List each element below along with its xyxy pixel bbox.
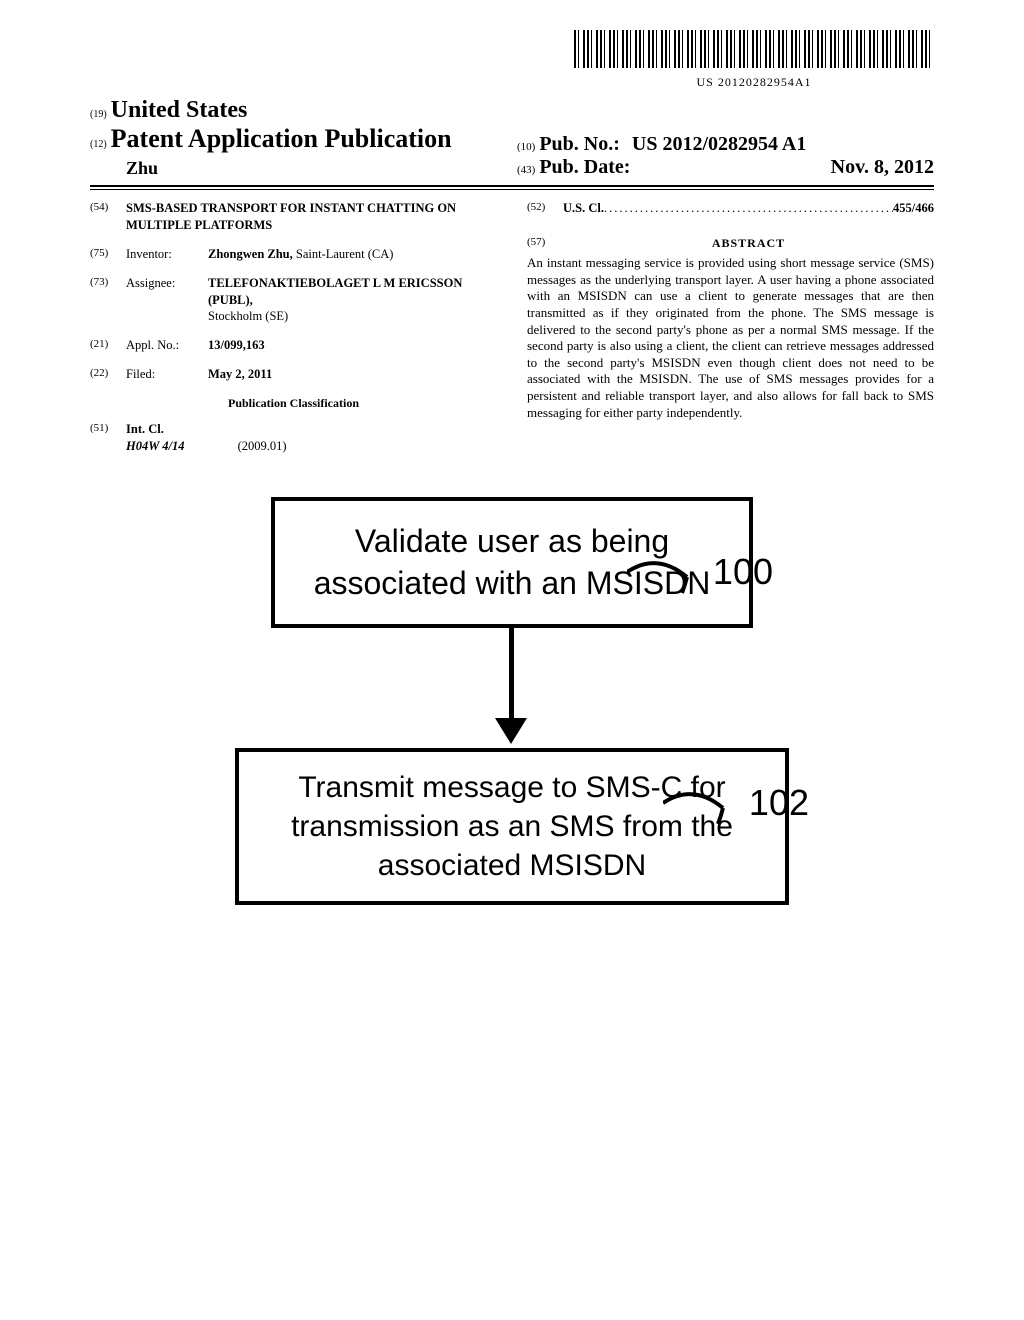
field-filed: (22) Filed: May 2, 2011 xyxy=(90,366,497,383)
abstract-block: (57) ABSTRACT An instant messaging servi… xyxy=(527,235,934,421)
inventor-label: Inventor: xyxy=(126,246,208,263)
callout-connector-icon xyxy=(627,547,707,597)
code-57: (57) xyxy=(527,235,563,255)
callout-100: 100 xyxy=(627,547,773,597)
divider-thin xyxy=(90,189,934,190)
intcl-block: Int. Cl. H04W 4/14 (2009.01) xyxy=(126,421,497,455)
abstract-heading: ABSTRACT xyxy=(563,235,934,251)
uscl-line: U.S. Cl. ...............................… xyxy=(563,200,934,217)
uscl-dots: ........................................… xyxy=(604,200,893,217)
uscl-value: 455/466 xyxy=(893,200,934,217)
code-19: (19) xyxy=(90,109,107,120)
filed-label: Filed: xyxy=(126,366,208,383)
inventor-loc: Saint-Laurent (CA) xyxy=(296,247,394,261)
applno-value: 13/099,163 xyxy=(208,337,497,354)
field-uscl: (52) U.S. Cl. ..........................… xyxy=(527,200,934,217)
field-title: (54) SMS-BASED TRANSPORT FOR INSTANT CHA… xyxy=(90,200,497,234)
code-10: (10) xyxy=(517,141,535,153)
code-51: (51) xyxy=(90,421,126,455)
field-applno: (21) Appl. No.: 13/099,163 xyxy=(90,337,497,354)
barcode-region: US 20120282954A1 xyxy=(90,30,934,91)
intcl-date: (2009.01) xyxy=(238,439,287,453)
applno-label: Appl. No.: xyxy=(126,337,208,354)
code-21: (21) xyxy=(90,337,126,354)
code-12: (12) xyxy=(90,139,107,150)
filed-value: May 2, 2011 xyxy=(208,366,497,383)
field-intcl: (51) Int. Cl. H04W 4/14 (2009.01) xyxy=(90,421,497,455)
intcl-label: Int. Cl. xyxy=(126,422,164,436)
inventor-value: Zhongwen Zhu, Saint-Laurent (CA) xyxy=(208,246,497,263)
field-inventor: (75) Inventor: Zhongwen Zhu, Saint-Laure… xyxy=(90,246,497,263)
field-assignee: (73) Assignee: TELEFONAKTIEBOLAGET L M E… xyxy=(90,275,497,326)
patent-page: US 20120282954A1 (19) United States (12)… xyxy=(0,0,1024,945)
code-73: (73) xyxy=(90,275,126,326)
invention-title: SMS-BASED TRANSPORT FOR INSTANT CHATTING… xyxy=(126,200,497,234)
header-right: (10) Pub. No.: US 2012/0282954 A1 (43) P… xyxy=(507,133,934,179)
flowchart: Validate user as being associated with a… xyxy=(90,497,934,905)
intcl-code: H04W 4/14 xyxy=(126,439,184,453)
callout-label-102: 102 xyxy=(749,782,809,824)
abstract-text: An instant messaging service is provided… xyxy=(527,255,934,421)
arrow-line xyxy=(509,628,514,723)
assignee-label: Assignee: xyxy=(126,275,208,326)
header-row: (19) United States (12) Patent Applicati… xyxy=(90,97,934,179)
divider-thick xyxy=(90,185,934,187)
pub-classification-head: Publication Classification xyxy=(90,395,497,411)
assignee-value: TELEFONAKTIEBOLAGET L M ERICSSON (PUBL),… xyxy=(208,275,497,326)
arrow-head-icon xyxy=(495,718,527,744)
barcode-number: US 20120282954A1 xyxy=(574,75,934,90)
callout-102: 102 xyxy=(663,778,809,828)
assignee-loc: Stockholm (SE) xyxy=(208,309,288,323)
inventor-name: Zhongwen Zhu, xyxy=(208,247,293,261)
pub-type: Patent Application Publication xyxy=(111,124,452,153)
code-22: (22) xyxy=(90,366,126,383)
biblio-columns: (54) SMS-BASED TRANSPORT FOR INSTANT CHA… xyxy=(90,200,934,457)
left-column: (54) SMS-BASED TRANSPORT FOR INSTANT CHA… xyxy=(90,200,497,457)
right-column: (52) U.S. Cl. ..........................… xyxy=(527,200,934,457)
uscl-label: U.S. Cl. xyxy=(563,200,604,217)
pubno: US 2012/0282954 A1 xyxy=(632,133,806,155)
pubdate: Nov. 8, 2012 xyxy=(831,156,934,179)
code-43: (43) xyxy=(517,164,535,176)
author-surname: Zhu xyxy=(126,158,158,179)
header-left: (19) United States (12) Patent Applicati… xyxy=(90,97,507,179)
callout-label-100: 100 xyxy=(713,551,773,593)
code-54: (54) xyxy=(90,200,126,234)
code-75: (75) xyxy=(90,246,126,263)
pubno-label: Pub. No.: xyxy=(539,133,620,155)
callout-connector-icon xyxy=(663,778,743,828)
flow-arrow xyxy=(507,628,517,748)
assignee-name: TELEFONAKTIEBOLAGET L M ERICSSON (PUBL), xyxy=(208,276,462,307)
country: United States xyxy=(111,97,248,123)
barcode-graphic xyxy=(574,30,934,68)
code-52: (52) xyxy=(527,200,563,217)
pubdate-label: Pub. Date: xyxy=(539,156,630,178)
